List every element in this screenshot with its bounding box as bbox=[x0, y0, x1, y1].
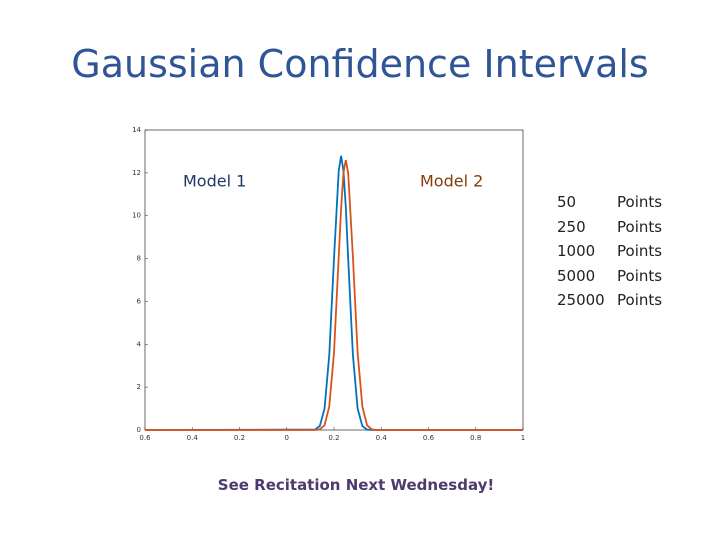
points-row: 250 Points bbox=[557, 215, 662, 240]
points-unit: Points bbox=[617, 291, 663, 309]
points-unit: Points bbox=[617, 242, 663, 260]
series-line bbox=[144, 155, 523, 431]
x-tick-label: 0.4 bbox=[187, 434, 199, 442]
plot-frame bbox=[144, 129, 524, 431]
points-unit: Points bbox=[617, 193, 663, 211]
points-unit: Points bbox=[617, 217, 663, 236]
x-tick-label: 0.2 bbox=[234, 434, 245, 442]
slide-title: Gaussian Confidence Intervals bbox=[71, 42, 649, 86]
y-tick-label: 14 bbox=[132, 126, 141, 134]
x-tick-label: 0.6 bbox=[139, 434, 151, 442]
y-tick-label: 12 bbox=[132, 169, 141, 177]
points-row: 1000 Points bbox=[557, 239, 662, 264]
x-tick-label: 0.6 bbox=[423, 434, 435, 442]
points-unit: Points bbox=[617, 266, 663, 285]
x-tick-label: 0.2 bbox=[328, 434, 339, 442]
points-row: 25000 Points bbox=[557, 288, 662, 313]
legend-label: Model 2 bbox=[420, 172, 483, 191]
footer: See Recitation Next Wednesday! bbox=[217, 476, 495, 494]
points-count: 250 bbox=[557, 217, 586, 236]
x-tick-label: 1 bbox=[521, 434, 525, 442]
y-tick-label: 6 bbox=[137, 297, 142, 305]
x-tick-label: 0 bbox=[285, 434, 289, 442]
points-list: 50 Points 250 Points 1000 Points 5000 Points 250… bbox=[557, 190, 662, 313]
x-tick-label: 0.8 bbox=[470, 434, 481, 442]
points-row: 50 Points bbox=[557, 190, 662, 215]
y-tick-label: 8 bbox=[137, 255, 141, 263]
y-tick-label: 4 bbox=[137, 340, 142, 348]
y-tick-label: 0 bbox=[137, 426, 141, 434]
series-line bbox=[145, 159, 523, 431]
points-count: 50 bbox=[557, 193, 577, 211]
points-count: 1000 bbox=[557, 242, 596, 260]
points-row: 5000 Points bbox=[557, 264, 662, 289]
x-tick-label: 0.4 bbox=[376, 434, 388, 442]
points-count: 25000 bbox=[557, 291, 605, 309]
y-tick-label: 10 bbox=[132, 212, 141, 220]
y-tick-label: 2 bbox=[137, 383, 141, 391]
points-count: 5000 bbox=[557, 266, 596, 285]
legend-label: Model 1 bbox=[183, 172, 246, 191]
